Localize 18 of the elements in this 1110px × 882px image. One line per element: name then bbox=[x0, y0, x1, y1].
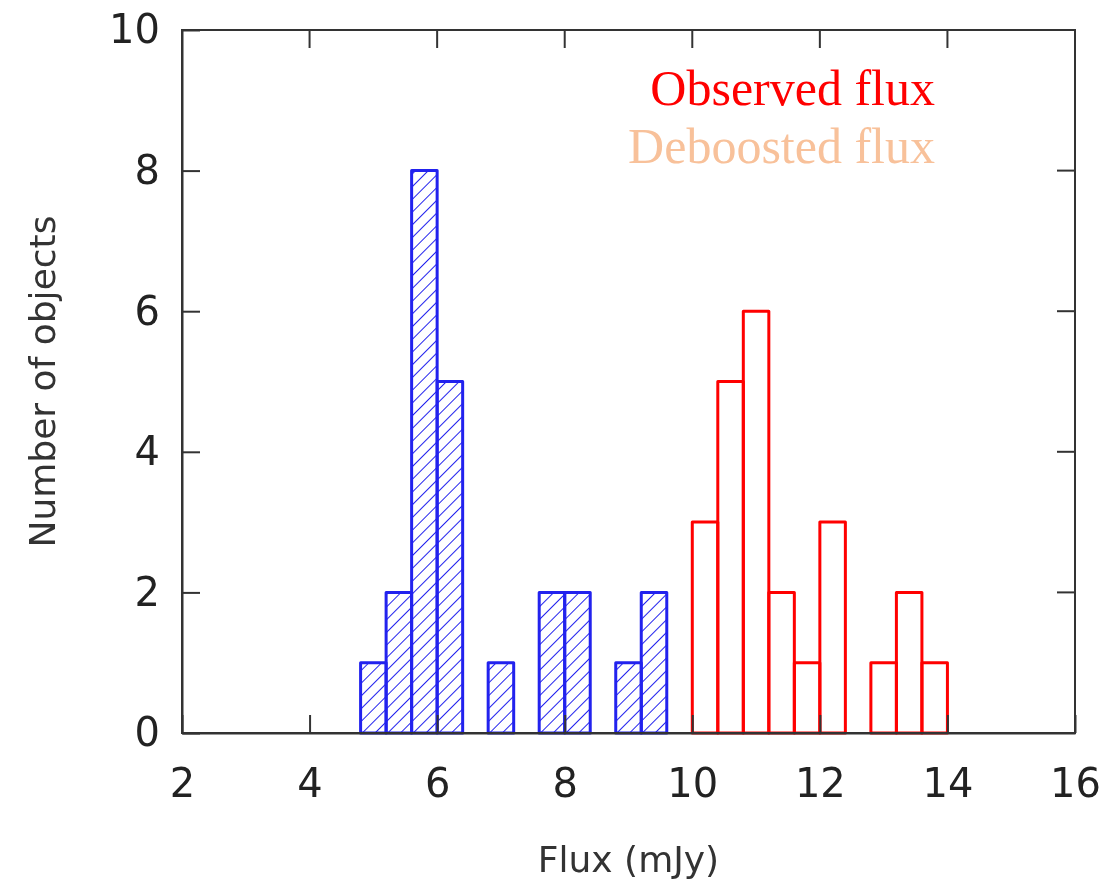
x-tick-label: 2 bbox=[169, 760, 196, 807]
x-tick-label: 6 bbox=[424, 760, 451, 807]
y-tick-label: 6 bbox=[134, 287, 160, 334]
y-tick-label: 8 bbox=[134, 146, 160, 193]
x-tick-label: 16 bbox=[1050, 760, 1101, 807]
x-tick-label: 12 bbox=[794, 760, 846, 807]
y-axis-title: Number of objects bbox=[22, 215, 63, 548]
y-tick-label: 0 bbox=[134, 709, 160, 756]
y-tick-label: 4 bbox=[134, 428, 160, 475]
x-tick-label: 4 bbox=[297, 760, 323, 807]
annotation: Deboosted flux bbox=[628, 118, 935, 174]
y-tick-label: 10 bbox=[109, 6, 160, 53]
x-tick-label: 8 bbox=[552, 760, 578, 807]
x-tick-label: 14 bbox=[922, 760, 974, 807]
text: Observed flux bbox=[650, 60, 935, 116]
y-tick-label: 2 bbox=[134, 568, 160, 615]
x-tick-label: 10 bbox=[667, 760, 719, 807]
x-axis-title: Flux (mJy) bbox=[537, 839, 720, 880]
